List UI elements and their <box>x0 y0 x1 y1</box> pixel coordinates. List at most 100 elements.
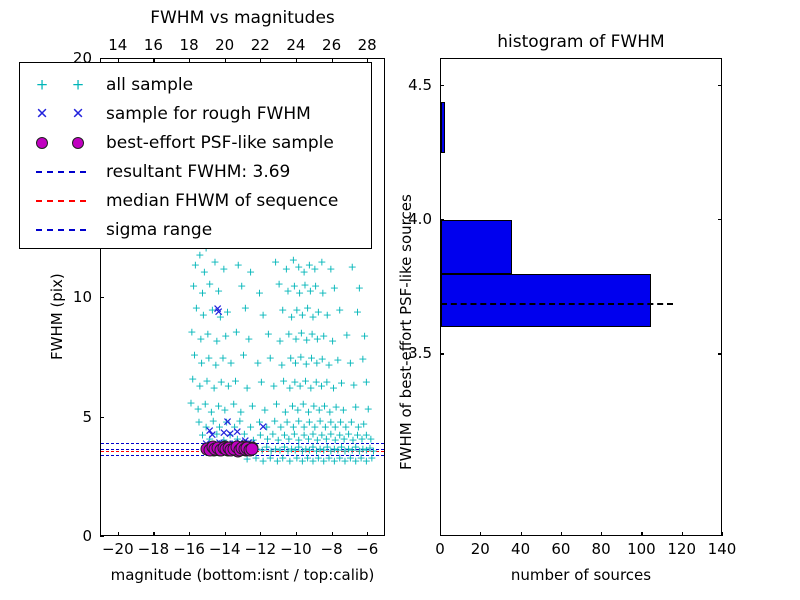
data-point-all-sample: + <box>272 454 282 467</box>
data-point-all-sample: + <box>315 442 325 456</box>
data-point-all-sample: + <box>212 334 222 348</box>
data-point-all-sample: + <box>348 433 358 447</box>
data-point-all-sample: + <box>284 432 294 446</box>
legend-plus-icon: + <box>71 75 85 93</box>
data-point-all-sample: + <box>324 358 334 372</box>
legend-label: sigma range <box>106 219 213 240</box>
data-point-all-sample: + <box>327 334 338 348</box>
data-point-all-sample: + <box>361 428 371 442</box>
data-point-all-sample: + <box>265 451 275 465</box>
top-x-tick <box>367 58 369 62</box>
data-point-all-sample: + <box>260 403 270 417</box>
top-x-tick-label: 14 <box>108 36 128 54</box>
data-point-all-sample: + <box>329 442 339 456</box>
data-point-all-sample: + <box>352 305 363 319</box>
data-point-all-sample: + <box>219 435 228 446</box>
top-x-tick <box>153 58 155 62</box>
top-x-tick <box>224 58 226 62</box>
data-point-all-sample: + <box>203 327 213 341</box>
y-tick-label: 3.5 <box>408 344 432 363</box>
data-point-all-sample: + <box>345 451 355 465</box>
data-point-all-sample: + <box>340 444 350 458</box>
top-x-tick <box>189 58 191 62</box>
data-point-all-sample: + <box>340 454 350 467</box>
y-tick-right <box>718 353 722 355</box>
data-point-all-sample: + <box>280 405 290 418</box>
histogram-axes <box>440 58 722 536</box>
data-point-all-sample: + <box>254 415 265 429</box>
data-point-all-sample: + <box>284 327 294 341</box>
data-point-all-sample: + <box>338 403 348 417</box>
data-point-all-sample: + <box>309 399 319 412</box>
data-point-all-sample: + <box>256 375 266 389</box>
data-point-all-sample: + <box>299 428 309 442</box>
y-tick <box>100 416 104 418</box>
data-point-all-sample: + <box>299 420 309 434</box>
data-point-all-sample: + <box>276 420 286 434</box>
data-point-all-sample: + <box>238 348 249 362</box>
data-point-all-sample: + <box>336 440 347 454</box>
data-point-all-sample: + <box>195 248 205 262</box>
data-point-all-sample: + <box>333 353 343 367</box>
top-x-tick <box>117 58 119 62</box>
y-tick-label: 4.0 <box>408 210 432 229</box>
data-point-rough-fwhm: ✕ <box>212 301 223 316</box>
data-point-all-sample: + <box>262 440 272 454</box>
top-x-tick-label: 22 <box>250 36 270 54</box>
data-point-all-sample: + <box>296 326 306 340</box>
data-point-all-sample: + <box>347 443 357 457</box>
data-point-all-sample: + <box>286 351 296 365</box>
right-x-axis-label: number of sources <box>510 566 652 584</box>
legend-dashed-line-icon <box>36 199 86 202</box>
data-point-all-sample: + <box>310 262 320 276</box>
data-point-all-sample: + <box>318 286 328 300</box>
data-point-all-sample: + <box>313 305 323 319</box>
data-point-all-sample: + <box>297 454 307 467</box>
y-tick <box>440 219 444 221</box>
x-tick <box>641 532 643 536</box>
data-point-all-sample: + <box>209 381 219 395</box>
data-point-all-sample: + <box>196 332 206 346</box>
data-point-all-sample: + <box>314 403 324 417</box>
x-tick-label: −12 <box>244 540 277 558</box>
y-tick-right <box>718 84 722 87</box>
data-point-all-sample: + <box>221 415 232 429</box>
data-point-all-sample: + <box>213 284 224 298</box>
data-point-all-sample: + <box>268 427 278 441</box>
data-point-all-sample: + <box>301 442 311 456</box>
x-tick <box>189 532 191 536</box>
data-point-all-sample: + <box>322 440 332 454</box>
data-point-all-sample: + <box>312 433 322 447</box>
data-point-all-sample: + <box>195 379 205 393</box>
data-point-all-sample: + <box>200 397 210 411</box>
right-y-axis-label: FWHM of best-effort PSF-like sources <box>397 194 415 470</box>
data-point-all-sample: + <box>294 414 304 428</box>
data-point-rough-fwhm: ✕ <box>258 420 269 435</box>
top-x-tick <box>260 58 262 62</box>
data-point-all-sample: + <box>358 442 368 456</box>
data-point-all-sample: + <box>317 352 327 366</box>
data-point-all-sample: + <box>213 399 224 412</box>
x-tick <box>117 532 119 536</box>
data-point-all-sample: + <box>221 329 231 343</box>
data-point-all-sample: + <box>285 454 295 467</box>
x-tick <box>722 532 724 536</box>
data-point-all-sample: + <box>302 333 312 347</box>
histogram-plot-area <box>441 59 721 535</box>
data-point-all-sample: + <box>290 356 301 369</box>
data-point-all-sample: + <box>210 255 220 269</box>
data-point-all-sample: + <box>254 286 265 300</box>
data-point-all-sample: + <box>328 381 339 395</box>
data-point-all-sample: + <box>303 405 314 418</box>
data-point-rough-fwhm: ✕ <box>218 426 229 440</box>
data-point-rough-fwhm: ✕ <box>225 427 236 442</box>
x-tick-label: −18 <box>137 540 170 558</box>
data-point-all-sample: + <box>223 379 233 393</box>
data-point-all-sample: + <box>325 405 335 418</box>
data-point-all-sample: + <box>290 375 300 389</box>
x-tick <box>331 532 333 536</box>
data-point-all-sample: + <box>245 420 256 434</box>
data-point-all-sample: + <box>343 442 354 456</box>
y-tick <box>100 58 104 60</box>
data-point-all-sample: + <box>335 428 345 442</box>
